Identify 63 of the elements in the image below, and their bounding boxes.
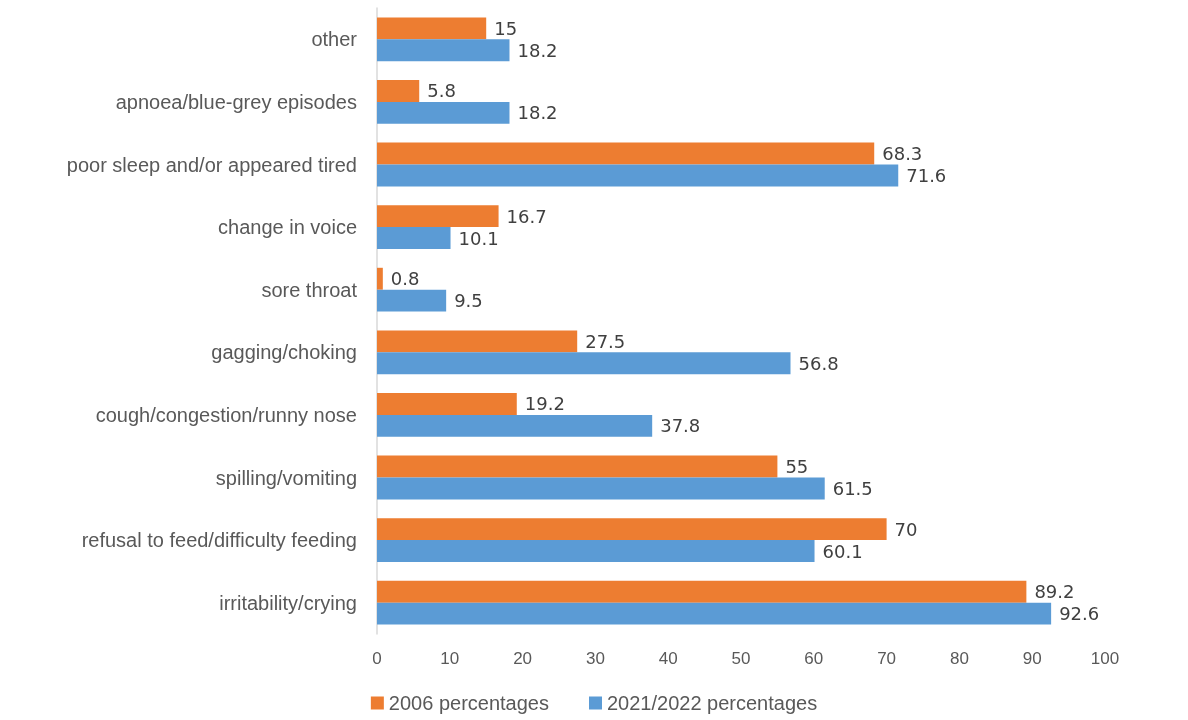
bar: [377, 455, 778, 478]
data-label: 70: [894, 518, 918, 540]
y-tick-label: other: [311, 28, 358, 51]
data-label: 18.2: [517, 39, 558, 61]
data-label: 9.5: [454, 290, 483, 312]
bar: [377, 580, 1027, 603]
bar: [377, 330, 578, 353]
data-label: 15: [494, 17, 518, 39]
bar: [377, 414, 653, 437]
x-tick-label: 0: [372, 649, 382, 668]
bar: [377, 477, 825, 500]
data-label: 71.6: [906, 164, 947, 186]
data-label: 18.2: [517, 102, 558, 124]
y-tick-label: sore throat: [261, 278, 358, 301]
bar: [377, 602, 1052, 625]
data-label: 60.1: [822, 540, 863, 562]
y-tick-label: poor sleep and/or appeared tired: [66, 153, 357, 176]
x-tick-label: 40: [658, 649, 678, 668]
bar: [377, 289, 447, 312]
data-label: 0.8: [390, 268, 420, 290]
data-label: 55: [785, 456, 809, 478]
x-tick-label: 60: [804, 649, 824, 668]
bar: [377, 352, 791, 375]
x-tick-label: 50: [731, 649, 751, 668]
bar: [377, 142, 875, 165]
x-tick-label: 30: [585, 649, 605, 668]
data-label: 92.6: [1059, 603, 1100, 625]
data-label: 89.2: [1034, 581, 1075, 603]
data-label: 10.1: [458, 227, 499, 249]
y-tick-label: cough/congestion/runny nose: [95, 403, 357, 426]
x-tick-label: 90: [1022, 649, 1042, 668]
bar: [377, 164, 899, 187]
legend-label: 2006 percentages: [388, 692, 549, 714]
data-label: 19.2: [524, 393, 565, 415]
data-label: 61.5: [832, 477, 873, 499]
bar: [377, 79, 420, 102]
data-label: 68.3: [882, 143, 923, 165]
bar: [377, 227, 451, 250]
bar: [377, 540, 815, 563]
bar: [377, 17, 487, 40]
x-tick-label: 10: [440, 649, 460, 668]
x-tick-label: 70: [877, 649, 897, 668]
y-tick-label: spilling/vomiting: [215, 466, 357, 489]
bar: [377, 205, 499, 228]
data-label: 5.8: [427, 80, 456, 102]
y-tick-label: refusal to feed/difficulty feeding: [81, 529, 357, 552]
data-label: 56.8: [798, 352, 839, 374]
bar: [377, 518, 887, 541]
x-tick-label: 80: [949, 649, 969, 668]
bar: [377, 267, 383, 290]
bar: [377, 101, 510, 124]
bar: [377, 392, 517, 415]
legend-label: 2021/2022 percentages: [606, 692, 818, 714]
y-tick-label: gagging/choking: [211, 341, 357, 364]
y-tick-label: irritability/crying: [219, 591, 357, 614]
y-tick-label: change in voice: [218, 216, 357, 239]
y-tick-label: apnoea/blue-grey episodes: [115, 90, 357, 113]
x-tick-label: 100: [1090, 649, 1120, 668]
data-label: 27.5: [585, 330, 626, 352]
data-label: 16.7: [506, 205, 547, 227]
bar: [377, 39, 510, 62]
x-tick-label: 20: [513, 649, 533, 668]
data-label: 37.8: [660, 415, 701, 437]
